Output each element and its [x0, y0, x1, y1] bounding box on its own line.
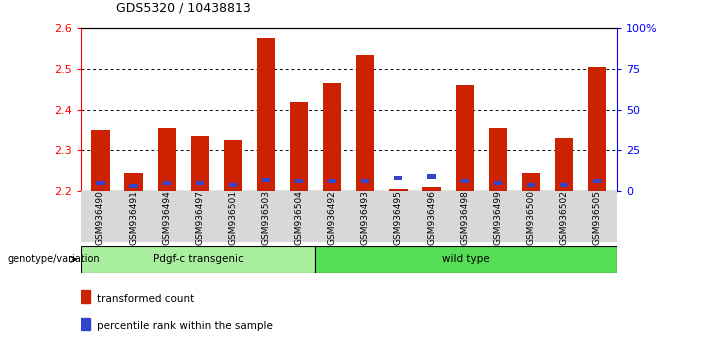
Text: wild type: wild type [442, 254, 490, 264]
Bar [81, 318, 90, 330]
Bar [290, 102, 308, 191]
Bar [163, 181, 171, 185]
Bar [522, 173, 540, 191]
Bar [356, 55, 374, 191]
Bar [262, 178, 270, 182]
Bar [295, 179, 304, 183]
Bar [81, 246, 315, 273]
Bar [554, 138, 573, 191]
Bar [489, 128, 507, 191]
Bar [423, 187, 441, 191]
Text: transformed count: transformed count [97, 294, 194, 304]
Bar [560, 183, 568, 187]
Bar [456, 85, 474, 191]
Bar [428, 175, 435, 178]
Bar [229, 183, 237, 187]
Text: Pdgf-c transgenic: Pdgf-c transgenic [153, 254, 243, 264]
Bar [593, 179, 601, 183]
Bar [461, 179, 469, 183]
Bar [91, 130, 109, 191]
Bar [130, 184, 137, 188]
Bar [81, 290, 90, 303]
Bar [315, 246, 617, 273]
Bar [125, 173, 143, 191]
Bar [323, 83, 341, 191]
Bar [494, 181, 502, 185]
Bar [257, 39, 275, 191]
Bar [158, 128, 176, 191]
Bar [526, 183, 535, 187]
Text: percentile rank within the sample: percentile rank within the sample [97, 321, 273, 331]
Bar [328, 179, 336, 183]
Bar [394, 176, 402, 180]
Text: GDS5320 / 10438813: GDS5320 / 10438813 [116, 1, 250, 14]
Bar [96, 181, 104, 185]
Bar [191, 136, 209, 191]
Bar [389, 189, 407, 191]
Bar [361, 179, 369, 183]
Bar [224, 140, 242, 191]
Bar [588, 67, 606, 191]
Bar [196, 181, 204, 185]
Text: genotype/variation: genotype/variation [7, 254, 100, 264]
